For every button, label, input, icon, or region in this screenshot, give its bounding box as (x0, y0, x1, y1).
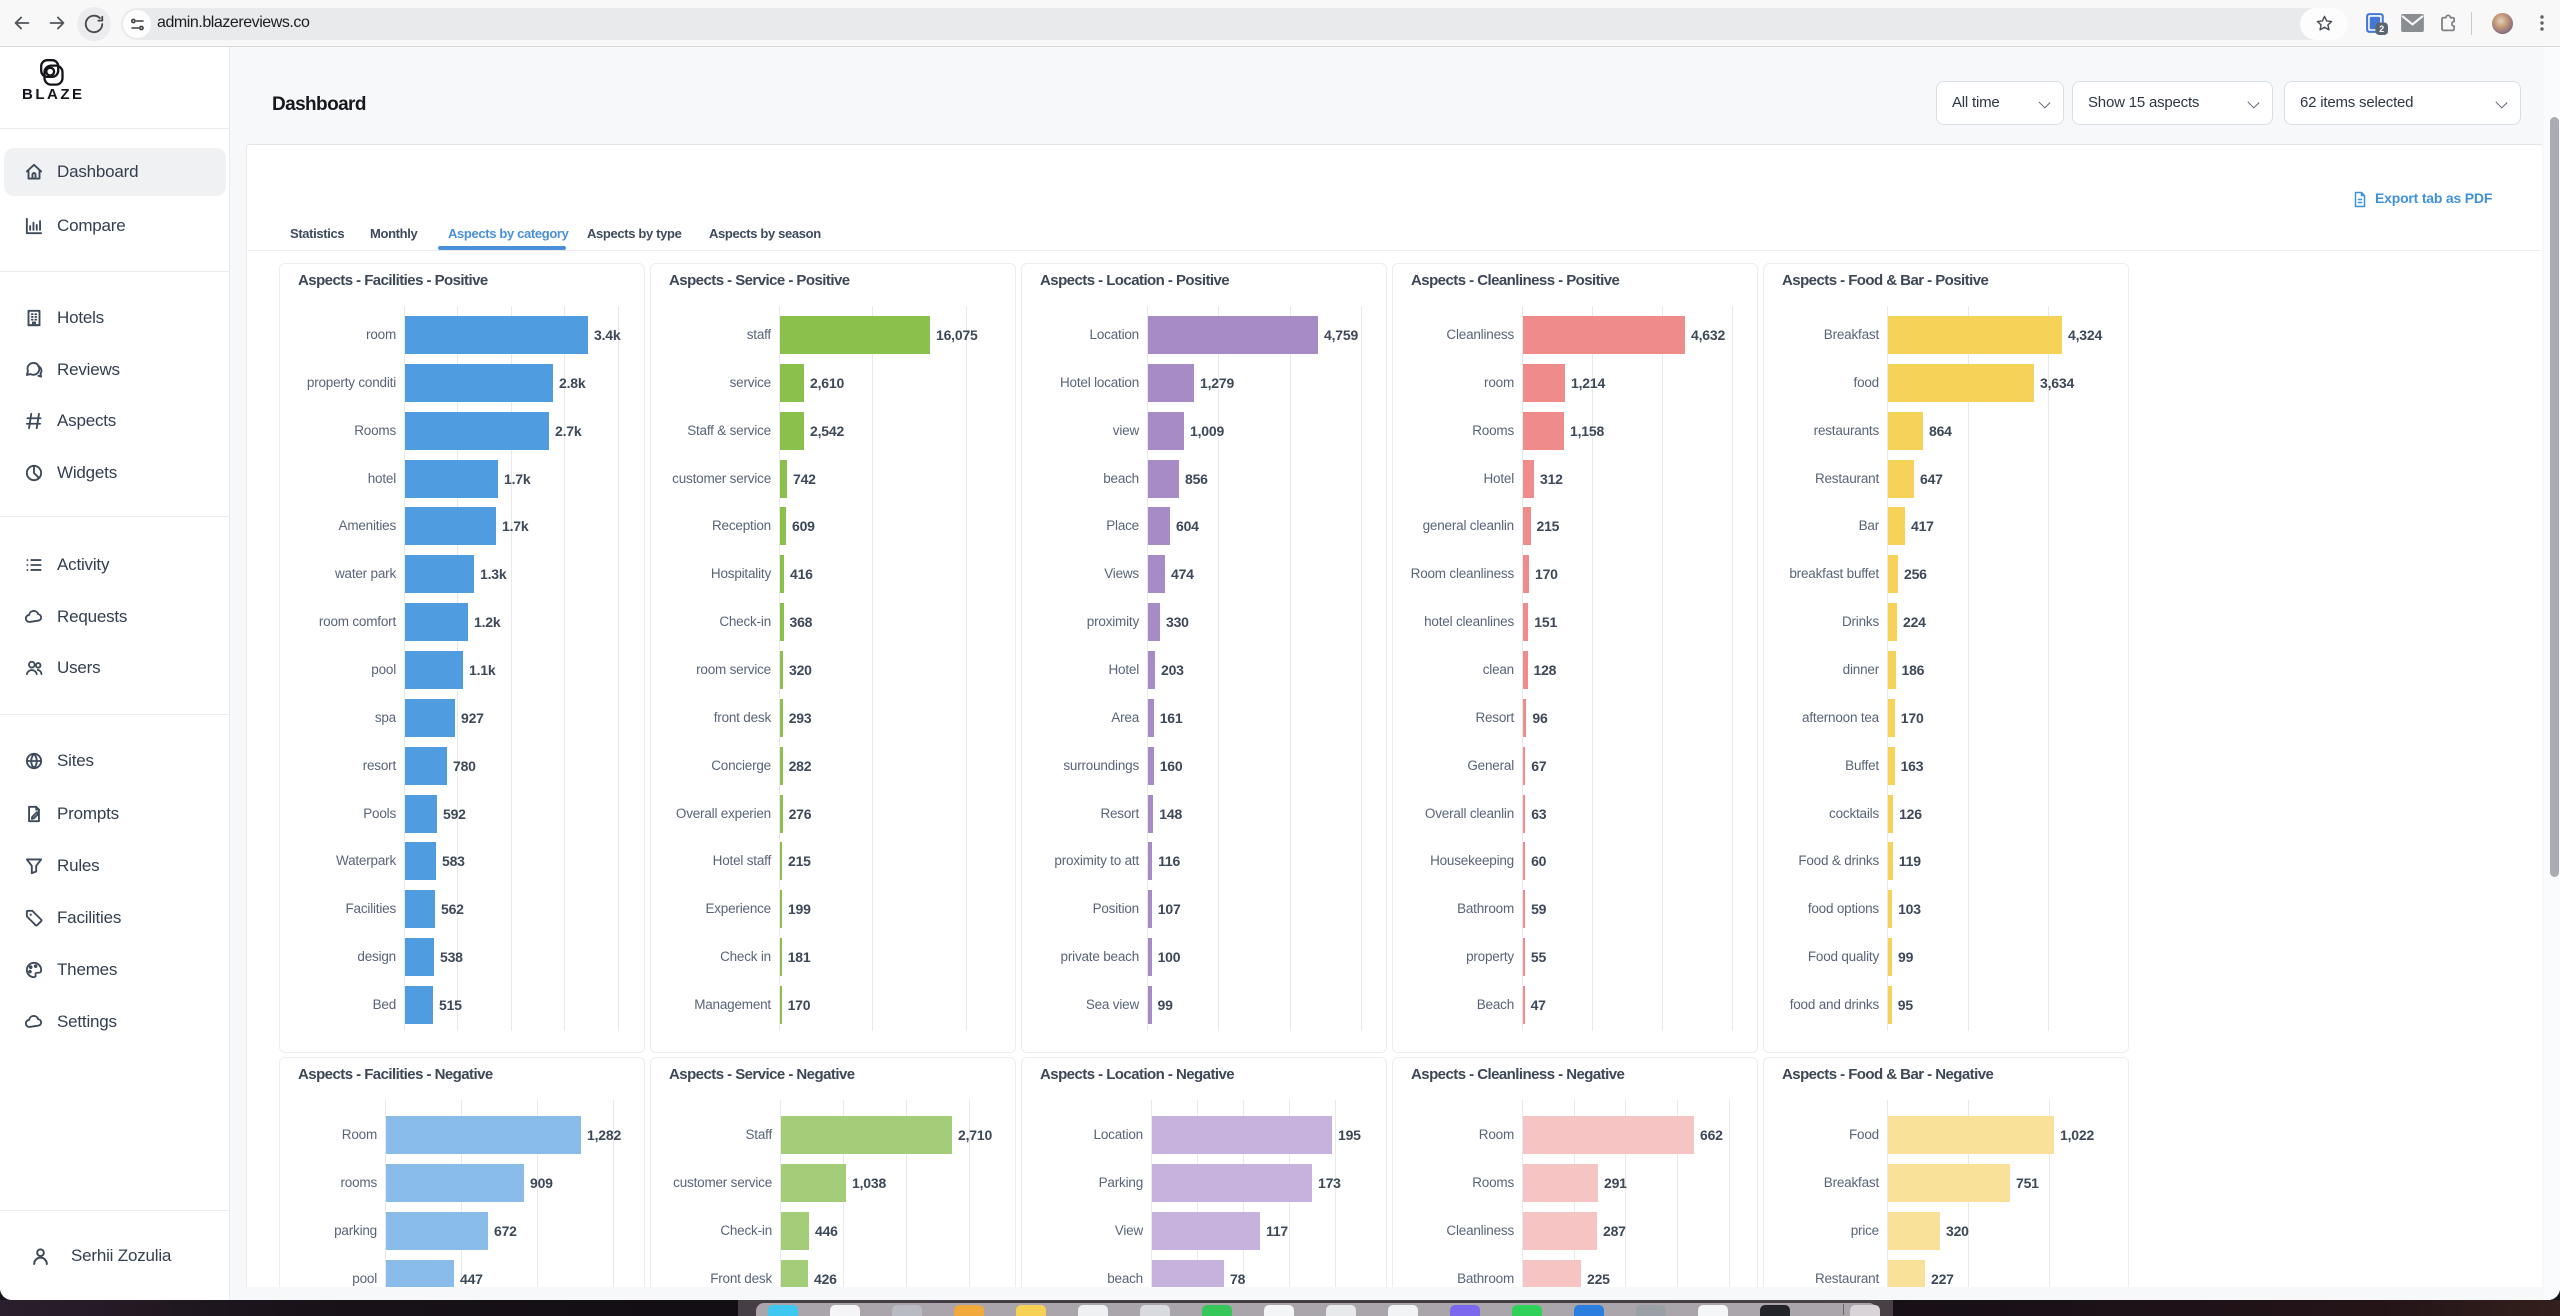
svg-text:2: 2 (2379, 24, 2384, 34)
